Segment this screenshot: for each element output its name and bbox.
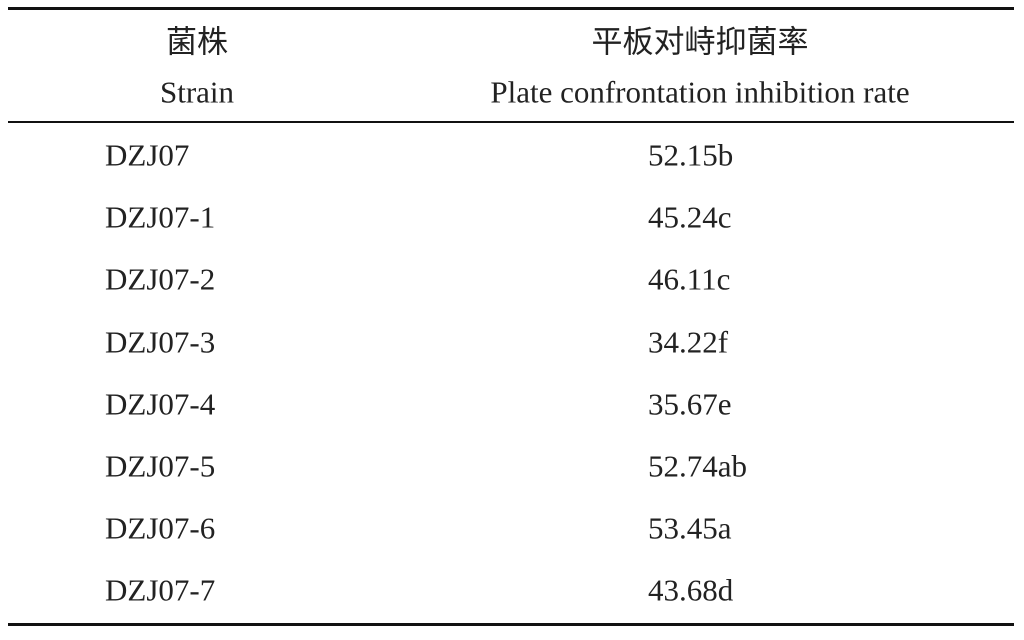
top-rule bbox=[8, 7, 1014, 10]
rate-cell: 53.45a bbox=[648, 510, 732, 546]
strain-cell: DZJ07-5 bbox=[105, 448, 216, 484]
rate-cell: 52.74ab bbox=[648, 448, 748, 484]
rate-cell: 52.15b bbox=[648, 137, 734, 173]
strain-cell: DZJ07-2 bbox=[105, 261, 216, 297]
rate-cell: 34.22f bbox=[648, 324, 729, 360]
rate-cell: 45.24c bbox=[648, 199, 732, 235]
header-cn: 菌株 bbox=[166, 24, 228, 60]
rate-cell: 43.68d bbox=[648, 572, 734, 608]
header-en: Plate confrontation inhibition rate bbox=[490, 74, 910, 110]
strain-cell: DZJ07-1 bbox=[105, 199, 216, 235]
strain-cell: DZJ07-4 bbox=[105, 386, 216, 422]
header-cn: 平板对峙抑菌率 bbox=[591, 24, 809, 60]
strain-cell: DZJ07 bbox=[105, 137, 190, 173]
header-en: Strain bbox=[159, 74, 235, 110]
rate-cell: 35.67e bbox=[648, 386, 732, 422]
rate-cell: 46.11c bbox=[648, 261, 731, 297]
strain-cell: DZJ07-7 bbox=[105, 572, 216, 608]
header-rule bbox=[8, 121, 1014, 123]
strain-cell: DZJ07-6 bbox=[105, 510, 216, 546]
strain-cell: DZJ07-3 bbox=[105, 324, 216, 360]
bottom-rule bbox=[8, 623, 1014, 626]
